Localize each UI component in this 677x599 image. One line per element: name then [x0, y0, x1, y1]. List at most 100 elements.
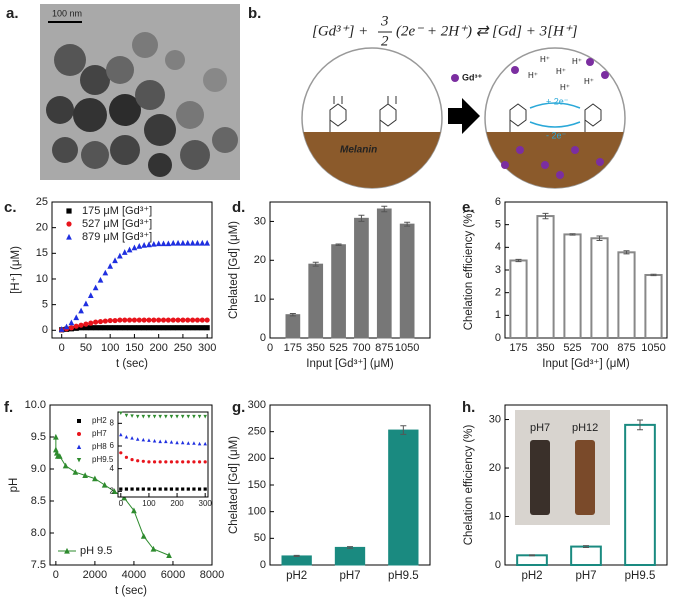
x-tick-label: 0 — [59, 342, 65, 354]
marker — [141, 414, 146, 419]
x-tick-label: pH7 — [575, 570, 596, 582]
equation: [Gd³⁺] + — [312, 23, 368, 39]
bar — [624, 423, 656, 566]
equation: (2e⁻ + 2H⁺) ⇄ [Gd] + 3[H⁺] — [396, 23, 578, 39]
x-tick-label: pH7 — [339, 570, 360, 582]
marker — [130, 487, 134, 491]
marker — [164, 460, 168, 464]
y-tick-label: 300 — [248, 399, 266, 411]
marker — [141, 317, 147, 323]
panel-label: b. — [248, 5, 261, 22]
error-bar — [335, 243, 342, 247]
marker — [156, 317, 162, 323]
marker — [158, 439, 162, 444]
marker — [203, 487, 207, 491]
marker — [97, 318, 104, 325]
marker — [73, 314, 80, 321]
bar — [334, 546, 366, 566]
y-tick-label: 30 — [254, 215, 266, 227]
marker — [88, 325, 94, 331]
error-bar — [289, 313, 296, 317]
marker — [76, 458, 82, 463]
error-bar — [596, 235, 603, 242]
marker — [160, 317, 167, 323]
error-bar — [623, 250, 630, 255]
error-bar — [569, 233, 576, 236]
marker — [93, 325, 99, 331]
marker — [169, 414, 174, 419]
marker — [158, 414, 162, 419]
marker — [170, 317, 176, 323]
marker — [186, 414, 191, 419]
x-tick-label: 200 — [149, 342, 167, 354]
marker — [180, 317, 186, 323]
marker — [78, 307, 84, 314]
marker — [63, 323, 70, 330]
marker — [194, 317, 201, 323]
marker — [204, 325, 210, 331]
marker — [184, 239, 191, 246]
x-tick-label: 300 — [199, 499, 213, 508]
y-tick-label: 200 — [248, 452, 266, 464]
marker — [186, 460, 190, 464]
marker — [119, 411, 123, 416]
marker — [151, 317, 157, 323]
marker — [160, 240, 167, 247]
marker — [164, 439, 168, 444]
x-tick-label: 875 — [375, 342, 393, 354]
x-axis-label: t (sec) — [115, 585, 147, 597]
marker — [175, 414, 179, 419]
y-tick-label: 9.0 — [31, 463, 46, 475]
marker — [165, 240, 172, 247]
electron-label: - 2e⁻ — [546, 130, 567, 140]
marker — [56, 453, 63, 459]
bar — [399, 223, 415, 339]
y-axis-label: pH — [8, 478, 20, 493]
marker — [66, 208, 72, 214]
y-tick-label: 20 — [36, 222, 48, 234]
y-axis-label: [H⁺] (μM) — [10, 246, 22, 294]
marker — [136, 459, 140, 463]
marker — [199, 317, 205, 323]
marker — [87, 292, 94, 299]
marker — [102, 318, 108, 324]
equation-fraction: 2 — [381, 33, 389, 49]
error-bar — [650, 273, 657, 277]
bar — [509, 259, 528, 340]
marker — [186, 487, 190, 491]
marker — [180, 414, 185, 419]
marker — [101, 481, 108, 488]
error-bar — [542, 212, 549, 220]
y-tick-label: 0 — [495, 559, 501, 571]
photo: pH7 pH12 — [515, 410, 610, 525]
panel-label: h. — [462, 399, 475, 416]
y-tick-label: 20 — [489, 462, 501, 474]
marker — [203, 460, 207, 464]
marker — [194, 239, 201, 246]
y-tick-label: 1 — [495, 309, 501, 321]
marker — [141, 459, 145, 463]
marker — [186, 441, 191, 445]
electron-label: + 2e⁻ — [546, 96, 569, 106]
marker — [151, 325, 157, 331]
micrograph: 100 nm — [40, 4, 240, 180]
marker — [175, 440, 179, 445]
plot-frame — [51, 201, 213, 339]
marker — [175, 460, 179, 464]
y-tick-label: 20 — [254, 254, 266, 266]
marker — [131, 244, 138, 251]
marker — [122, 317, 128, 323]
error-bar — [293, 554, 300, 557]
y-tick-label: 0 — [495, 332, 501, 344]
marker — [156, 325, 162, 331]
x-axis-label: t (sec) — [116, 358, 148, 370]
plot-frame — [269, 201, 431, 339]
x-tick-label: 1050 — [641, 342, 665, 354]
marker — [192, 414, 196, 419]
marker — [117, 252, 123, 259]
x-tick-label: 200 — [170, 499, 184, 508]
marker — [72, 469, 79, 475]
marker — [170, 325, 176, 331]
y-tick-label: 8.5 — [31, 495, 46, 507]
plot-frame — [49, 404, 213, 566]
